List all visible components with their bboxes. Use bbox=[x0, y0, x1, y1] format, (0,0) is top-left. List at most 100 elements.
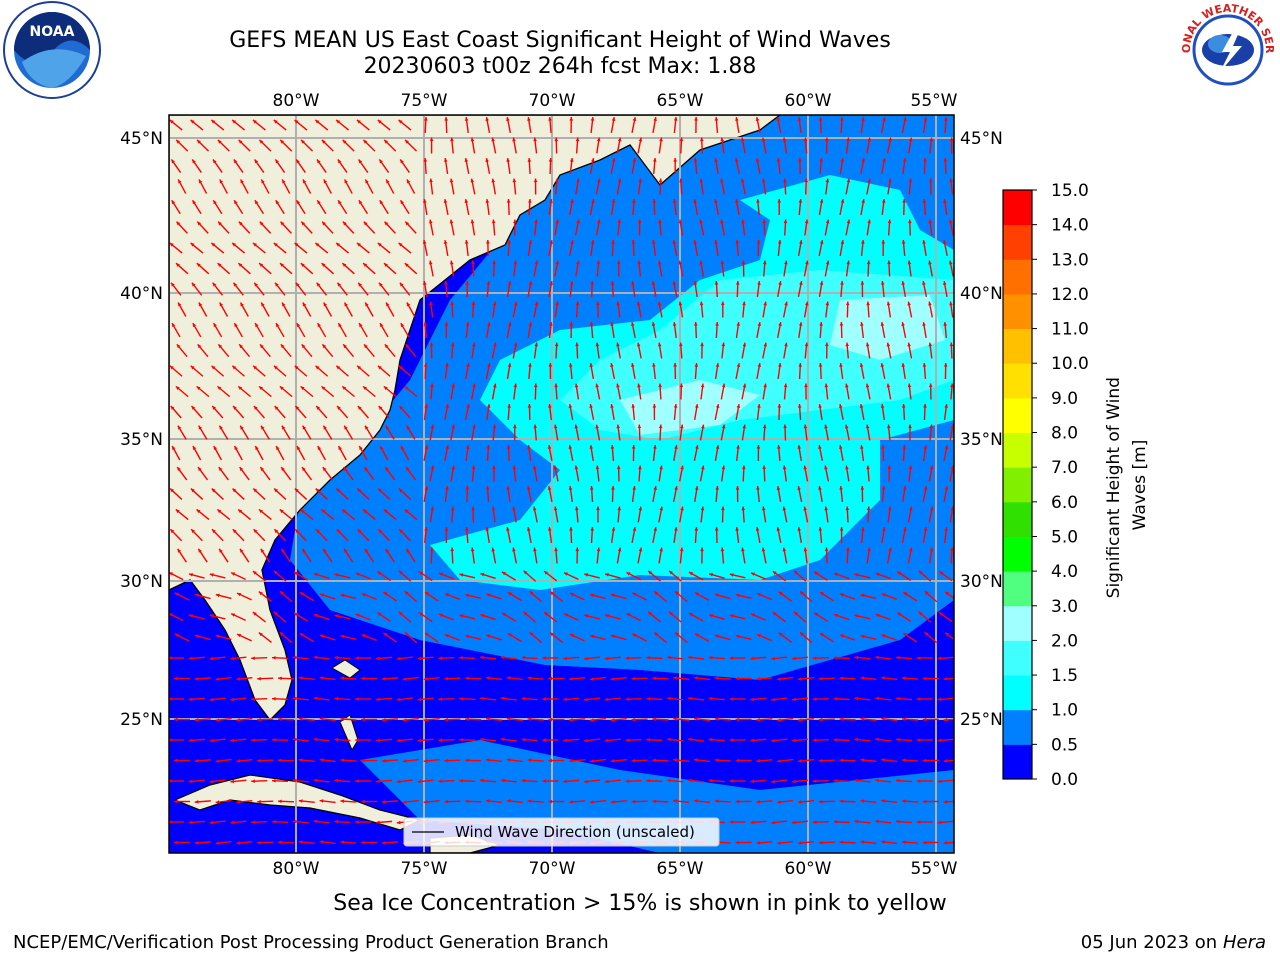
wave-direction-arrowhead bbox=[189, 573, 193, 577]
wave-direction-arrowhead bbox=[761, 547, 766, 552]
wave-direction-arrowhead bbox=[865, 424, 870, 429]
wave-direction-arrowhead bbox=[881, 445, 885, 449]
wave-direction-arrowhead bbox=[444, 281, 448, 285]
wave-direction-arrowhead bbox=[450, 137, 454, 142]
wave-direction-arrowhead bbox=[323, 425, 327, 430]
wave-direction-arrowhead bbox=[636, 342, 641, 347]
wave-direction-arrowhead bbox=[533, 137, 537, 142]
wave-direction-arrowhead bbox=[669, 570, 673, 575]
wave-direction-arrowhead bbox=[625, 697, 630, 701]
wave-direction-arrowhead bbox=[355, 820, 359, 824]
wave-direction-arrowhead bbox=[302, 302, 307, 307]
wave-direction-arrowhead bbox=[736, 445, 740, 449]
wave-direction-arrowhead bbox=[172, 445, 176, 450]
wave-direction-arrowhead bbox=[632, 633, 637, 638]
wave-direction-arrowhead bbox=[812, 779, 817, 783]
wave-direction-arrowhead bbox=[575, 301, 580, 306]
wave-direction-arrowhead bbox=[196, 386, 201, 391]
wave-direction-arrowhead bbox=[292, 819, 297, 824]
wave-direction-arrowhead bbox=[528, 363, 532, 367]
wave-direction-arrowhead bbox=[589, 363, 594, 367]
wave-direction-arrowhead bbox=[500, 696, 505, 701]
wave-direction-arrowhead bbox=[255, 323, 259, 328]
wave-direction-arrowhead bbox=[471, 465, 476, 470]
wave-direction-arrowhead bbox=[782, 465, 787, 470]
wave-direction-arrowhead bbox=[756, 445, 761, 449]
wave-direction-arrowhead bbox=[762, 465, 766, 470]
wave-direction-arrowhead bbox=[338, 200, 342, 205]
wave-direction-arrowhead bbox=[797, 445, 802, 449]
wave-direction-arrowhead bbox=[377, 365, 382, 370]
wave-direction-arrowhead bbox=[569, 527, 573, 531]
wave-direction-arrowhead bbox=[493, 342, 497, 347]
wave-direction-arrowhead bbox=[584, 614, 589, 618]
wave-direction-arrowhead bbox=[916, 656, 921, 660]
colorbar: 0.0 0.5 1.0 1.5 2.0 3.0 4.0 5.0 6.0 7.0 8.0 9.0 10.0… bbox=[1002, 181, 1089, 790]
wave-direction-arrowhead bbox=[814, 612, 819, 617]
wave-direction-arrowhead bbox=[480, 572, 485, 577]
wave-direction-arrowhead bbox=[736, 404, 741, 408]
wave-direction-arrowhead bbox=[590, 117, 595, 121]
wave-direction-arrowhead bbox=[280, 263, 284, 267]
wave-direction-arrowhead bbox=[278, 758, 282, 763]
wave-direction-arrowhead bbox=[384, 221, 389, 226]
wave-direction-arrowhead bbox=[192, 159, 196, 164]
wave-direction-arrowhead bbox=[553, 424, 558, 429]
wave-direction-arrowhead bbox=[678, 260, 683, 265]
wave-direction-arrowhead bbox=[659, 465, 663, 470]
lat-label: 40°N bbox=[960, 284, 1003, 304]
wave-direction-arrowhead bbox=[896, 655, 900, 660]
wave-direction-arrowhead bbox=[279, 386, 284, 391]
wave-direction-arrowhead bbox=[528, 199, 532, 203]
wave-direction-arrowhead bbox=[804, 342, 809, 347]
wave-direction-arrowhead bbox=[777, 404, 782, 408]
wave-direction-arrowhead bbox=[694, 633, 699, 637]
wave-direction-arrowhead bbox=[949, 137, 954, 142]
wave-direction-arrowhead bbox=[804, 219, 809, 224]
wave-direction-arrowhead bbox=[273, 611, 278, 616]
machine-name: Hera bbox=[1222, 932, 1266, 953]
wave-direction-arrowhead bbox=[396, 820, 401, 825]
wave-direction-arrowhead bbox=[272, 778, 276, 783]
wave-direction-arrowhead bbox=[631, 717, 636, 722]
wave-direction-arrowhead bbox=[916, 738, 921, 742]
wave-direction-arrowhead bbox=[342, 263, 347, 267]
wave-direction-arrowhead bbox=[542, 656, 546, 660]
wave-direction-arrowhead bbox=[818, 404, 822, 408]
wave-direction-arrowhead bbox=[527, 117, 531, 121]
wave-direction-arrowhead bbox=[234, 445, 238, 450]
wave-direction-arrowhead bbox=[901, 281, 906, 285]
wave-direction-arrowhead bbox=[236, 841, 241, 845]
wave-direction-arrowhead bbox=[616, 342, 620, 347]
wave-direction-arrowhead bbox=[673, 404, 678, 408]
wave-direction-arrowhead bbox=[903, 633, 908, 637]
wave-direction-arrowhead bbox=[340, 758, 345, 762]
wave-direction-arrowhead bbox=[485, 527, 490, 531]
wave-direction-arrowhead bbox=[492, 465, 496, 470]
wave-direction-arrowhead bbox=[610, 281, 615, 285]
colorbar-segment bbox=[1003, 709, 1032, 745]
wave-direction-arrowhead bbox=[908, 424, 912, 429]
wave-direction-arrowhead bbox=[887, 506, 892, 511]
wave-direction-arrowhead bbox=[694, 799, 698, 803]
wave-direction-arrowhead bbox=[321, 263, 326, 267]
wave-direction-arrowhead bbox=[177, 425, 182, 430]
wave-direction-arrowhead bbox=[272, 696, 276, 701]
wave-direction-arrowhead bbox=[667, 655, 671, 660]
wave-direction-arrowhead bbox=[792, 738, 796, 743]
wave-direction-arrowhead bbox=[486, 322, 491, 326]
wave-direction-arrowhead bbox=[596, 301, 600, 306]
wave-direction-arrowhead bbox=[364, 467, 369, 472]
wave-direction-arrowhead bbox=[278, 676, 282, 681]
wave-direction-arrowhead bbox=[943, 677, 948, 681]
wave-direction-arrowhead bbox=[342, 221, 347, 226]
wave-direction-arrowhead bbox=[700, 506, 705, 511]
wave-direction-arrowhead bbox=[300, 263, 305, 267]
wave-direction-arrowhead bbox=[317, 323, 321, 328]
wave-direction-arrowhead bbox=[865, 383, 870, 388]
wave-direction-arrowhead bbox=[315, 488, 320, 493]
wave-direction-arrowhead bbox=[839, 799, 844, 804]
wave-direction-arrowhead bbox=[590, 593, 595, 598]
wave-direction-arrowhead bbox=[218, 467, 223, 472]
wave-direction-arrowhead bbox=[818, 840, 823, 845]
